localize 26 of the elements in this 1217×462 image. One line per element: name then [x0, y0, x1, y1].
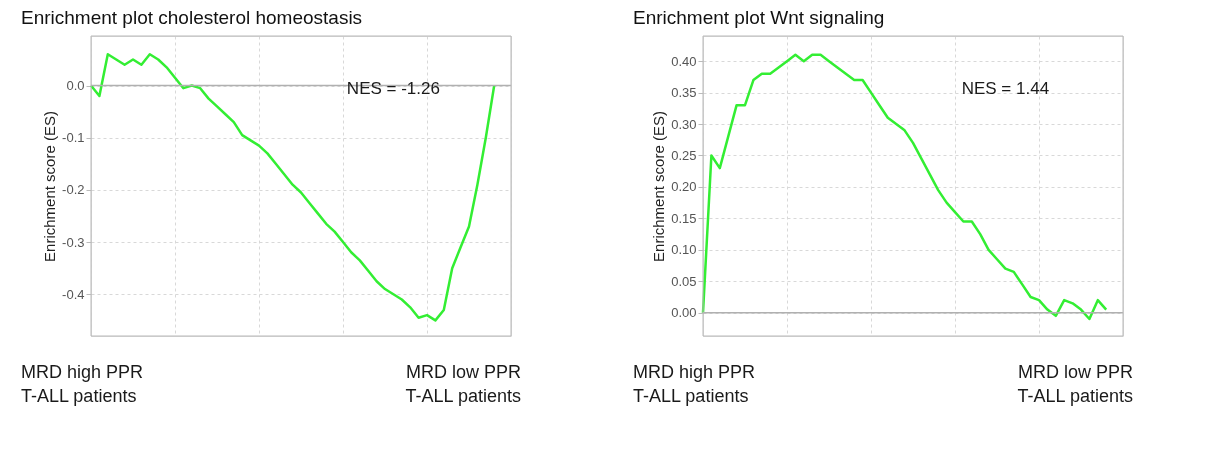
y-tick-label: 0.15: [671, 210, 697, 226]
chart-title: Enrichment plot cholesterol homeostasis: [21, 6, 363, 28]
y-axis-title: Enrichment score (ES): [650, 111, 668, 262]
y-tick-label: 0.30: [671, 116, 697, 132]
y-axis-title: Enrichment score (ES): [41, 111, 59, 262]
line-series: [89, 53, 496, 322]
chart-title: Enrichment plot Wnt signaling: [633, 6, 885, 28]
text: MRD high PPR T-ALL patients: [633, 362, 756, 406]
y-tick-label: 0.40: [671, 53, 697, 69]
y-tick-label: -0.3: [62, 234, 85, 250]
line-series: [701, 53, 1108, 321]
y-tick-label: -0.4: [62, 286, 85, 302]
y-tick-label: 0.10: [671, 242, 697, 258]
y-tick-label: 0.05: [671, 273, 697, 289]
y-tick-label: -0.1: [62, 130, 85, 146]
text: MRD high PPR T-ALL patients: [21, 362, 144, 406]
y-tick-label: 0.0: [66, 78, 85, 94]
annotation: NES = 1.44: [961, 79, 1050, 98]
annotation: NES = -1.26: [346, 79, 440, 98]
text: MRD low PPR T-ALL patients: [1017, 362, 1133, 406]
y-tick-label: 0.35: [671, 85, 697, 101]
y-tick-label: 0.00: [671, 305, 697, 321]
y-tick-label: 0.25: [671, 148, 697, 163]
text: MRD low PPR T-ALL patients: [405, 362, 521, 406]
y-tick-label: 0.20: [671, 179, 697, 195]
y-tick-label: -0.2: [62, 182, 85, 198]
